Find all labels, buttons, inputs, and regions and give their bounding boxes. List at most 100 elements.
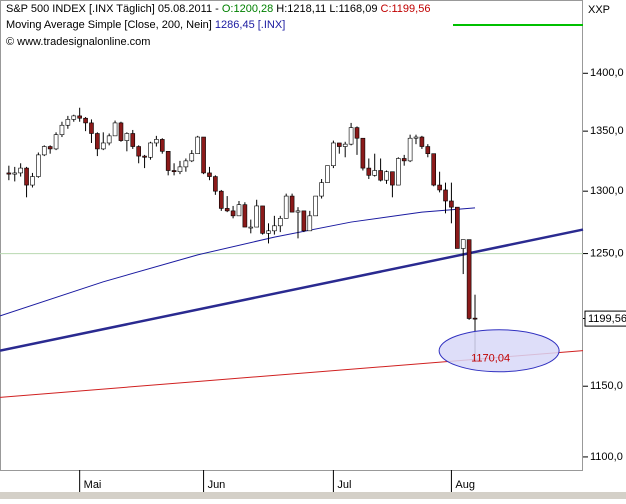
candle-body [159, 139, 165, 152]
candle-body [431, 153, 437, 186]
candle-body [472, 317, 478, 320]
candle-body [342, 143, 348, 147]
candle-body [89, 122, 94, 134]
candle-body [148, 142, 153, 158]
candle-body [130, 133, 136, 147]
x-tick-label: Aug [455, 479, 475, 491]
x-tick-label: Mai [84, 479, 102, 491]
candle-body [277, 218, 283, 227]
y-tick-label: 1300,0 [590, 185, 624, 197]
candle-body [396, 158, 401, 186]
y-tick-label: 1350,0 [590, 125, 624, 137]
candle-body [83, 117, 88, 124]
candle-body [6, 172, 12, 175]
plot-frame [0, 0, 583, 471]
trendline [0, 228, 584, 352]
candle-body [41, 146, 47, 156]
candle-body [118, 122, 124, 141]
high-label: H:1218,11 [276, 3, 326, 15]
candle-body [124, 133, 130, 141]
y-tick-label: 1250,0 [590, 247, 624, 259]
indicator: Moving Average Simple [Close, 200, Nein]… [6, 19, 285, 31]
candle-body [112, 122, 118, 137]
last-price-box [584, 310, 626, 327]
candle-body [100, 142, 106, 150]
candle-body [95, 133, 100, 150]
candle-body [449, 200, 454, 208]
y-tick-label: 1150,0 [590, 380, 623, 392]
x-tick-label: Jun [208, 479, 226, 491]
candle-body [142, 155, 147, 158]
annotation-ellipse [438, 329, 560, 373]
candle-body [295, 210, 301, 213]
axis-title: XXP [588, 4, 610, 16]
candle-body [242, 204, 248, 228]
candle-body [313, 195, 318, 217]
copyright: © www.tradesignalonline.com [6, 36, 150, 48]
x-tick-label: Jul [337, 479, 351, 491]
candle-body [254, 205, 259, 228]
candle-body [224, 208, 230, 212]
indicator-name: Moving Average Simple [Close, 200, Nein] [6, 19, 212, 31]
candle-body [283, 195, 289, 219]
candle-body [154, 139, 159, 144]
candle-body [36, 154, 41, 177]
header-name: S&P 500 INDEX [.INX Täglich] 05.08.2011 … [6, 3, 219, 15]
candle-body [366, 167, 372, 176]
low-label: L:1168,09 [329, 3, 377, 15]
candle-body [201, 136, 206, 174]
open-label: O:1200,28 [222, 3, 273, 15]
candle-body [372, 170, 378, 176]
candle-body [407, 137, 413, 162]
candle-body [183, 160, 189, 168]
candle-body [336, 142, 342, 147]
candle-body [331, 142, 336, 166]
candle-body [419, 136, 425, 147]
candle-body [266, 230, 271, 234]
last-price-label: 1199,56 [588, 313, 626, 325]
candle-body [384, 171, 389, 181]
candle-body [437, 184, 442, 191]
candle-body [177, 166, 183, 173]
candle-body [466, 239, 472, 319]
header: S&P 500 INDEX [.INX Täglich] 05.08.2011 … [6, 3, 430, 15]
candle-body [301, 210, 307, 232]
candle-body [425, 146, 431, 154]
candle-body [59, 124, 65, 135]
candle-body [165, 150, 171, 171]
candle-body [77, 115, 82, 119]
indicator-value: 1286,45 [.INX] [215, 19, 285, 31]
candle-body [230, 210, 236, 217]
candle-body [443, 189, 448, 202]
candle-body [260, 205, 265, 234]
candle-body [24, 167, 29, 186]
candle-body [360, 137, 366, 169]
candle-body [319, 182, 324, 197]
candle-body [53, 134, 59, 150]
candle-body [236, 204, 242, 217]
candle-body [378, 170, 383, 181]
y-tick-label: 1100,0 [590, 451, 623, 463]
candle-body [12, 172, 18, 175]
candle-body [136, 146, 141, 157]
candle-body [189, 153, 195, 162]
candle-body [307, 215, 313, 232]
candle-body [195, 136, 200, 154]
candle-body [455, 206, 460, 249]
candle-body [30, 176, 35, 186]
candle-body [47, 146, 53, 150]
candle-body [325, 165, 330, 183]
candle-body [71, 115, 77, 120]
candle-body [272, 225, 277, 232]
candle-body [413, 136, 419, 139]
candle-body [18, 167, 23, 174]
candle-body [207, 172, 212, 177]
candle-body [289, 195, 295, 213]
candle-body [218, 190, 224, 209]
candle-body [213, 176, 218, 192]
annotation-label: 1170,04 [471, 353, 510, 365]
candle-body [460, 239, 466, 249]
candle-body [65, 119, 71, 126]
